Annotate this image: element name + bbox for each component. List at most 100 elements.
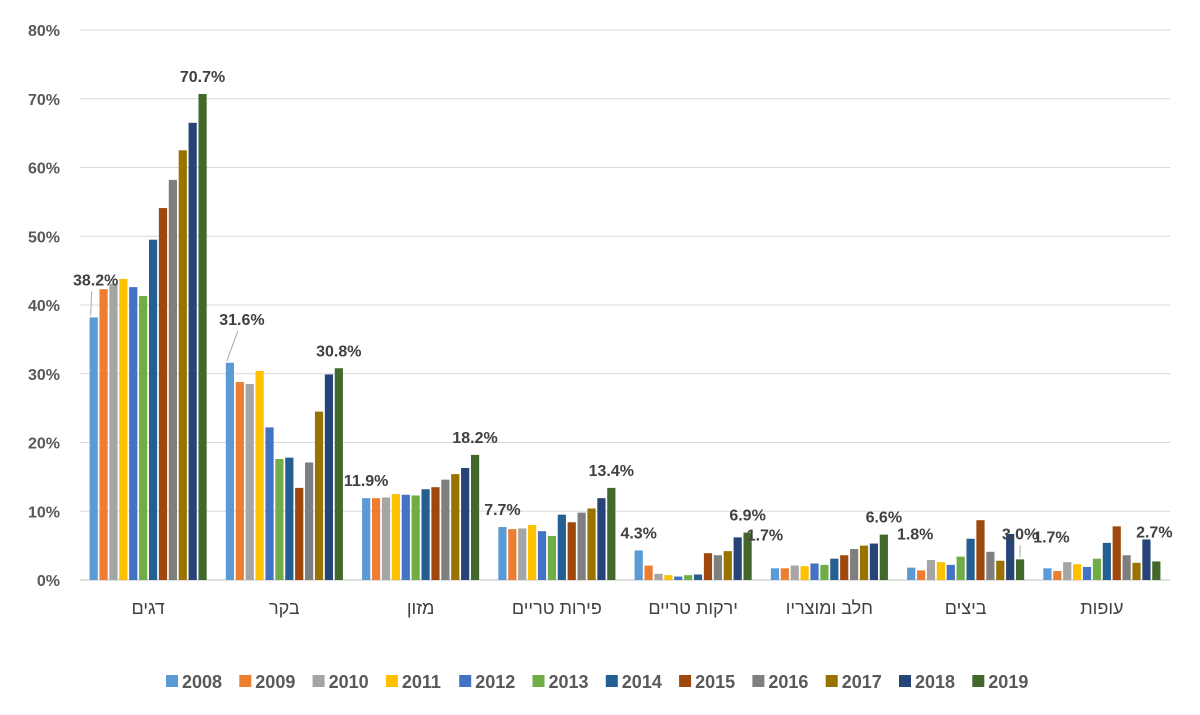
bar-2019-8 — [1152, 561, 1161, 580]
bar-2013-3 — [411, 495, 420, 580]
bar-2011-1 — [119, 278, 128, 581]
bar-2014-1 — [148, 239, 158, 580]
y-tick-label: 70% — [28, 92, 60, 109]
bar-2016-4 — [577, 512, 586, 581]
data-label: 4.3% — [620, 525, 656, 542]
data-label: 3.0% — [1002, 526, 1038, 543]
legend-swatch-2014 — [605, 675, 618, 687]
legend-label-2018: 2018 — [915, 672, 955, 692]
data-label: 30.8% — [316, 343, 361, 360]
legend-label-2016: 2016 — [768, 672, 808, 692]
data-label: 1.7% — [747, 527, 783, 544]
bar-2008-8 — [1043, 568, 1052, 580]
bar-2017-8 — [1132, 562, 1141, 580]
bars — [89, 93, 1161, 581]
data-label: 18.2% — [452, 430, 497, 447]
bar-2013-8 — [1092, 558, 1102, 580]
legend-label-2017: 2017 — [842, 672, 882, 692]
bar-2008-2 — [225, 362, 235, 580]
bar-2010-5 — [654, 573, 663, 580]
data-label: 70.7% — [180, 69, 225, 86]
legend-label-2011: 2011 — [402, 672, 441, 692]
category-label: דגים — [132, 598, 165, 618]
category-label: בקר — [269, 598, 300, 618]
bar-2017-3 — [451, 474, 460, 581]
data-label: 11.9% — [344, 473, 388, 490]
bar-2014-5 — [693, 574, 703, 580]
bar-2011-7 — [936, 562, 945, 581]
bar-2019-3 — [470, 454, 480, 581]
bar-2009-2 — [235, 382, 244, 580]
bar-2018-7 — [1006, 533, 1015, 580]
legend-label-2015: 2015 — [695, 672, 735, 692]
bar-2011-4 — [528, 525, 537, 580]
bar-2018-6 — [869, 543, 879, 580]
bar-2016-6 — [850, 549, 859, 580]
legend-swatch-2019 — [972, 675, 985, 687]
bar-2011-6 — [800, 566, 809, 580]
bar-2009-1 — [99, 289, 108, 580]
bar-2014-6 — [830, 558, 839, 580]
data-labels: 38.2% 70.7% 31.6% 30.8% 11.9% 18.2% 7.7% 13.4% 4… — [73, 69, 1173, 558]
bar-2019-7 — [1015, 559, 1025, 581]
legend-swatch-2018 — [899, 675, 911, 687]
bar-2010-1 — [109, 283, 118, 580]
category-label: ביצים — [945, 598, 987, 618]
legend-label-2014: 2014 — [622, 672, 662, 692]
category-label: חלב ומוצריו — [786, 598, 873, 618]
bar-2009-3 — [371, 498, 381, 580]
bar-2013-5 — [684, 575, 693, 580]
bar-2014-2 — [285, 457, 294, 581]
bar-2012-6 — [810, 563, 819, 580]
bar-2009-4 — [508, 529, 517, 581]
legend-swatch-2016 — [752, 675, 765, 687]
bar-2017-4 — [587, 508, 596, 580]
bar-2012-8 — [1082, 566, 1092, 580]
bar-2009-8 — [1053, 571, 1062, 580]
bar-2015-2 — [295, 487, 304, 581]
bar-2016-8 — [1122, 555, 1131, 580]
y-tick-label: 10% — [28, 504, 60, 521]
bar-2014-3 — [421, 489, 430, 580]
data-label: 2.7% — [1136, 524, 1172, 541]
legend-label-2019: 2019 — [988, 672, 1028, 692]
bar-2012-5 — [674, 576, 683, 580]
bar-2014-8 — [1102, 542, 1111, 581]
legend-swatch-2015 — [679, 675, 692, 687]
bar-2019-4 — [607, 487, 616, 581]
bar-2017-1 — [178, 150, 187, 580]
bar-2015-6 — [840, 555, 849, 580]
bar-2011-8 — [1073, 564, 1082, 580]
bar-2013-4 — [547, 536, 557, 580]
legend-label-2010: 2010 — [329, 672, 369, 692]
bar-2009-6 — [780, 568, 789, 580]
legend-swatch-2009 — [239, 675, 252, 687]
bar-2012-7 — [946, 564, 955, 581]
bar-2017-7 — [996, 560, 1005, 580]
bar-2008-6 — [770, 568, 780, 580]
bar-2016-7 — [986, 551, 995, 580]
bar-2008-4 — [498, 527, 507, 580]
data-label: 6.6% — [866, 510, 902, 527]
bar-2016-3 — [441, 479, 450, 581]
bar-2012-4 — [537, 531, 547, 580]
bar-2014-7 — [966, 538, 975, 580]
category-label: ירקות טריים — [648, 598, 738, 618]
category-label: עופות — [1080, 598, 1123, 618]
bar-2018-5 — [733, 537, 742, 581]
bar-2019-2 — [334, 368, 343, 580]
bar-2012-1 — [129, 287, 138, 581]
bar-2008-3 — [362, 498, 371, 580]
bar-2011-3 — [391, 494, 400, 580]
bar-2018-2 — [324, 374, 334, 580]
bar-2010-3 — [381, 497, 391, 580]
bar-2015-7 — [976, 520, 985, 580]
bar-2016-2 — [305, 462, 314, 580]
bar-2011-2 — [255, 371, 264, 580]
bar-2008-5 — [634, 550, 643, 580]
bar-2013-1 — [139, 296, 148, 580]
bar-2016-1 — [168, 179, 177, 581]
bar-2009-7 — [916, 570, 926, 581]
bar-2009-5 — [644, 565, 653, 580]
